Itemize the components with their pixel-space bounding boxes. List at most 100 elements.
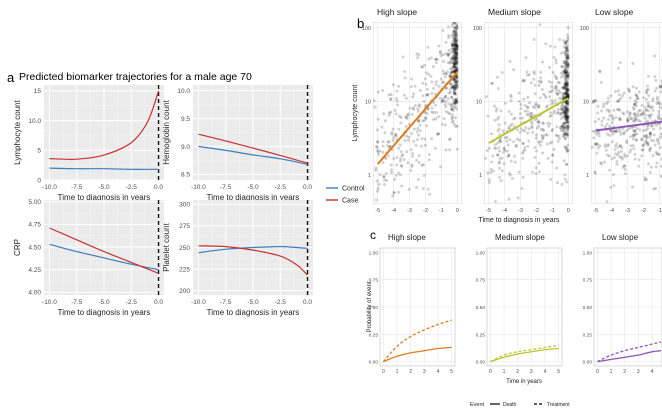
data-point-b0 [452, 70, 456, 74]
data-point-b1 [534, 172, 538, 176]
data-point-b1 [563, 68, 567, 72]
data-point-b1 [566, 101, 570, 105]
data-point-b0 [387, 93, 391, 97]
y-tick-label-c0: 1.00 [369, 250, 379, 256]
data-point-b0 [454, 101, 458, 105]
data-point-b2 [596, 143, 600, 147]
data-point-b2 [593, 142, 597, 146]
data-point-b0 [422, 99, 426, 103]
data-point-b0 [456, 46, 460, 50]
data-point-b1 [565, 83, 569, 87]
data-point-b1 [560, 124, 564, 128]
x-tick-label-b2: -1 [657, 208, 662, 214]
data-point-b2 [628, 112, 632, 116]
data-point-b0 [409, 168, 413, 172]
data-point-b2 [638, 108, 642, 112]
data-point-b2 [614, 90, 618, 94]
data-point-b0 [453, 79, 457, 83]
data-point-b0 [453, 49, 457, 53]
data-point-b0 [398, 143, 402, 147]
data-point-b0 [425, 124, 429, 128]
data-point-b0 [448, 73, 452, 77]
data-point-b2 [597, 134, 601, 138]
data-point-b1 [563, 71, 567, 75]
data-point-b1 [562, 69, 566, 73]
data-point-b1 [565, 133, 569, 137]
data-point-b1 [567, 63, 571, 67]
data-point-b2 [606, 143, 610, 147]
data-point-b1 [489, 170, 493, 174]
data-point-b1 [564, 116, 568, 120]
data-point-b0 [450, 102, 454, 106]
data-point-b1 [564, 42, 568, 46]
data-point-b0 [432, 118, 436, 122]
data-point-b1 [530, 122, 534, 126]
data-point-b0 [424, 116, 428, 120]
data-point-b0 [452, 70, 456, 74]
facet-title-b1: Medium slope [488, 7, 541, 17]
data-point-b1 [560, 107, 564, 111]
y-tick-label-b0: 10 [365, 99, 371, 105]
data-point-b1 [521, 142, 525, 146]
data-point-b2 [640, 148, 644, 152]
data-point-b0 [455, 75, 459, 79]
data-point-b0 [454, 55, 458, 59]
data-point-b2 [619, 96, 623, 100]
data-point-b1 [565, 101, 569, 105]
data-point-b1 [562, 132, 566, 136]
data-point-b2 [638, 113, 642, 117]
data-point-b1 [564, 60, 568, 64]
data-point-b0 [420, 136, 424, 140]
data-point-b0 [452, 84, 456, 88]
data-point-b1 [556, 110, 560, 114]
data-point-b2 [659, 85, 662, 89]
data-point-b1 [485, 148, 489, 152]
x-tick-label-c1: 2 [516, 369, 519, 375]
data-point-b2 [646, 126, 650, 130]
data-point-b1 [552, 55, 556, 59]
data-point-b1 [565, 108, 569, 112]
data-point-b1 [556, 140, 560, 144]
data-point-b0 [397, 84, 401, 88]
data-point-b2 [614, 129, 618, 133]
data-point-b1 [564, 111, 568, 115]
data-point-b2 [610, 157, 614, 161]
data-point-b1 [566, 127, 570, 131]
data-point-b1 [564, 71, 568, 75]
data-point-b1 [491, 154, 495, 158]
data-point-b1 [564, 87, 568, 91]
data-point-b0 [419, 144, 423, 148]
x-tick-label-b0: -3 [407, 208, 412, 214]
data-point-b0 [395, 99, 399, 103]
data-point-b1 [564, 108, 568, 112]
data-point-b0 [393, 133, 397, 137]
data-point-b1 [565, 82, 569, 86]
data-point-b2 [620, 155, 624, 159]
data-point-b1 [566, 91, 570, 95]
data-point-b0 [423, 77, 427, 81]
data-point-b2 [618, 144, 622, 148]
data-point-b0 [452, 56, 456, 60]
data-point-b1 [549, 178, 553, 182]
data-point-b0 [381, 88, 385, 92]
data-point-b0 [455, 39, 459, 43]
data-point-b1 [556, 111, 560, 115]
y-axis-title-a0: Lymphocyte count [13, 99, 22, 164]
data-point-b0 [423, 63, 427, 67]
series-line-case-a3 [198, 245, 308, 276]
data-point-b2 [648, 104, 652, 108]
data-point-b1 [563, 113, 567, 117]
data-point-b2 [591, 129, 595, 133]
data-point-b1 [505, 135, 509, 139]
data-point-b1 [501, 129, 505, 133]
data-point-b0 [452, 65, 456, 69]
data-point-b0 [423, 116, 427, 120]
data-point-b1 [535, 133, 539, 137]
data-point-b2 [617, 93, 621, 97]
data-point-b1 [565, 71, 569, 75]
data-point-b2 [648, 171, 652, 175]
data-point-b0 [454, 55, 458, 59]
data-point-b1 [500, 156, 504, 160]
data-point-b1 [526, 105, 530, 109]
data-point-b0 [443, 123, 447, 127]
